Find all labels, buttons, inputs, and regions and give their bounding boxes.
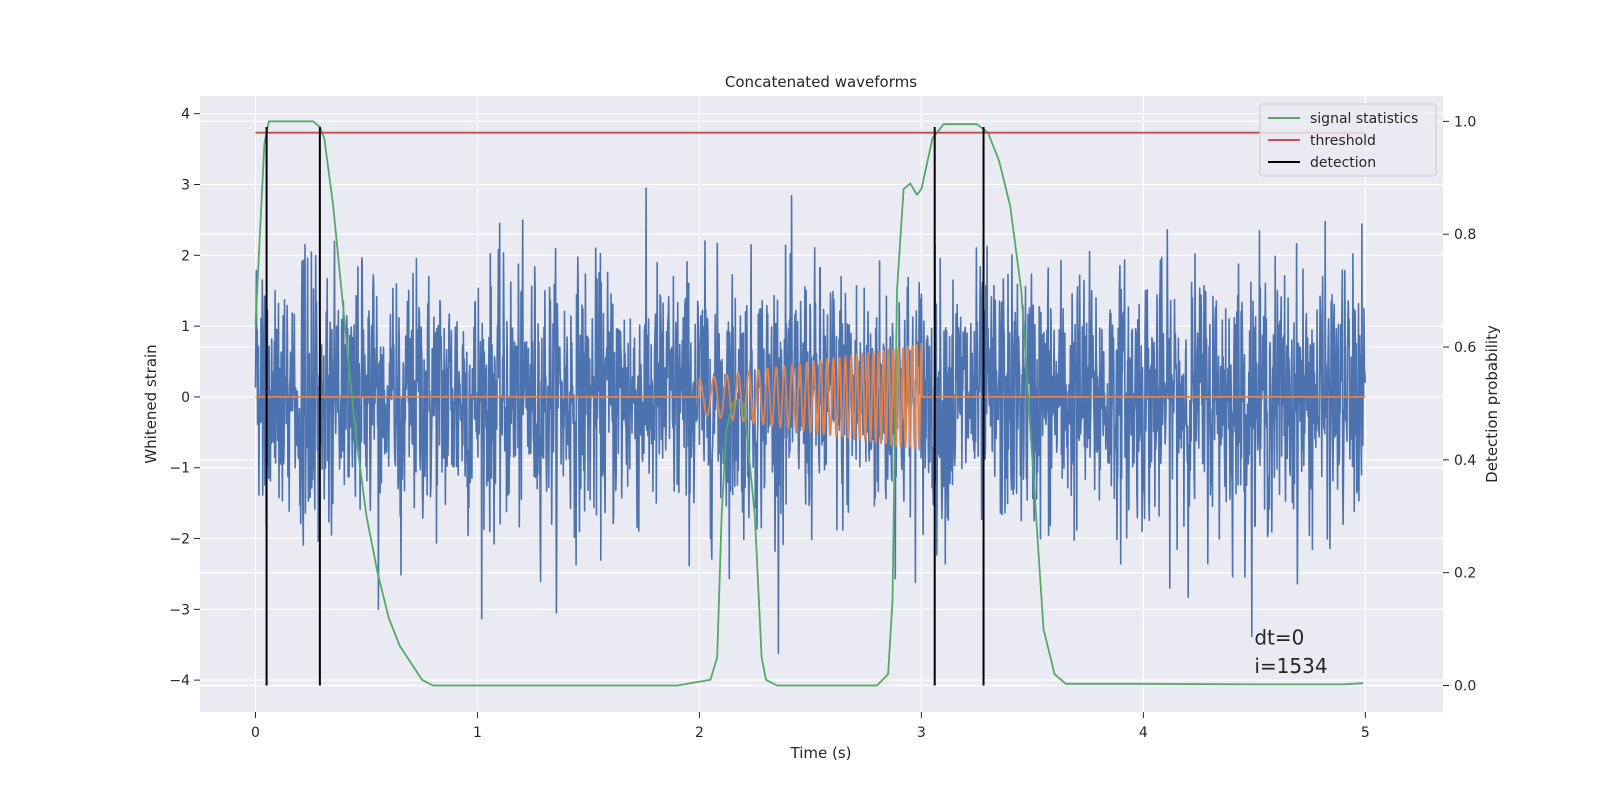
x-tick-label: 1 [473, 725, 482, 741]
legend-label: threshold [1310, 133, 1376, 149]
legend: signal statistics threshold detection [1259, 103, 1437, 177]
x-tick-label: 3 [917, 725, 926, 741]
legend-label: detection [1310, 155, 1376, 171]
y2-tick-label: 0.6 [1454, 340, 1476, 356]
legend-label: signal statistics [1310, 111, 1418, 127]
legend-box [1259, 103, 1437, 177]
y2-tick-label: 0.8 [1454, 227, 1476, 243]
series-signal-statistics-line [254, 120, 1364, 687]
x-tick-label: 5 [1361, 725, 1370, 741]
y-axis-label: Whitened strain [142, 344, 160, 463]
y-tick-label: 2 [181, 248, 190, 264]
series-noise-line [254, 187, 1367, 654]
x-tick-label: 4 [1139, 725, 1148, 741]
chart-title: Concatenated waveforms [725, 73, 917, 91]
y2-axis-label: Detection probability [1483, 325, 1501, 483]
y2-tick-label: 1.0 [1454, 114, 1476, 130]
annotation-text: i=1534 [1254, 654, 1327, 678]
annotation-text: dt=0 [1254, 626, 1304, 650]
y-tick-label: 4 [181, 107, 190, 123]
x-tick-label: 0 [251, 725, 260, 741]
y2-tick-label: 0.0 [1454, 678, 1476, 694]
y-tick-label: 3 [181, 178, 190, 194]
y-tick-label: −4 [169, 673, 190, 689]
series-chirp-line [255, 342, 1366, 451]
y-tick-label: −3 [169, 602, 190, 618]
y-tick-label: 1 [181, 319, 190, 335]
x-tick-label: 2 [695, 725, 704, 741]
x-axis-label: Time (s) [790, 744, 852, 762]
y2-tick-label: 0.2 [1454, 566, 1476, 582]
y-tick-label: −1 [169, 461, 190, 477]
grid-lines [200, 96, 1443, 712]
y-tick-label: 0 [181, 390, 190, 406]
y-tick-label: −2 [169, 532, 190, 548]
y2-tick-label: 0.4 [1454, 453, 1476, 469]
